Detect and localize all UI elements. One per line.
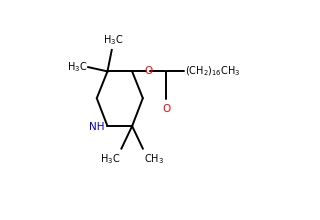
- Text: O: O: [162, 104, 171, 114]
- Text: O: O: [144, 66, 152, 76]
- Text: H$_3$C: H$_3$C: [67, 60, 87, 74]
- Text: H$_3$C: H$_3$C: [103, 33, 123, 47]
- Text: NH: NH: [89, 122, 104, 132]
- Text: H$_3$C: H$_3$C: [100, 152, 120, 166]
- Text: (CH$_2$)$_{16}$CH$_3$: (CH$_2$)$_{16}$CH$_3$: [185, 65, 240, 78]
- Text: CH$_3$: CH$_3$: [144, 152, 164, 166]
